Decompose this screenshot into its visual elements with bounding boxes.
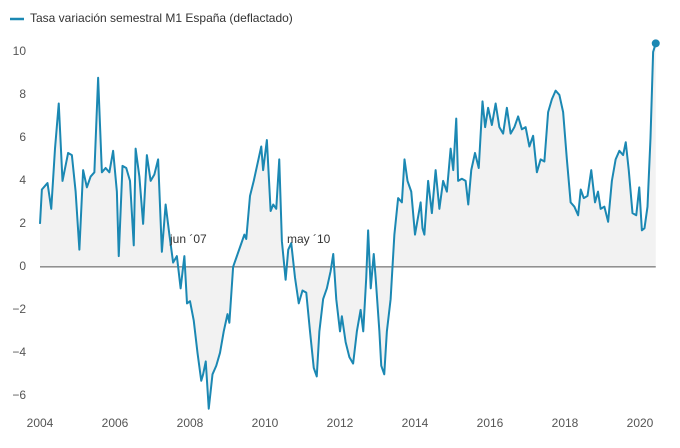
y-tick-label: 0 — [19, 259, 26, 273]
y-tick-label: 10 — [13, 44, 27, 58]
x-tick-label: 2012 — [327, 416, 354, 430]
legend-label: Tasa variación semestral M1 España (defl… — [30, 11, 293, 25]
x-tick-label: 2010 — [252, 416, 279, 430]
annotation: may ´10 — [287, 232, 331, 246]
end-point — [651, 39, 660, 48]
x-tick-label: 2016 — [477, 416, 504, 430]
line — [39, 43, 657, 410]
y-tick-label: −2 — [12, 302, 26, 316]
x-tick-label: 2006 — [102, 416, 129, 430]
y-tick-label: 4 — [19, 173, 26, 187]
y-tick-label: −4 — [12, 345, 26, 359]
y-tick-label: −6 — [12, 388, 26, 402]
x-tick-label: 2004 — [27, 416, 54, 430]
x-tick-label: 2020 — [627, 416, 654, 430]
y-tick-label: 8 — [19, 87, 26, 101]
x-tick-label: 2008 — [177, 416, 204, 430]
y-tick-label: 2 — [19, 216, 26, 230]
y-tick-label: 6 — [19, 130, 26, 144]
annotation: jun ´07 — [169, 232, 207, 246]
x-tick-label: 2018 — [552, 416, 579, 430]
x-tick-label: 2014 — [402, 416, 429, 430]
